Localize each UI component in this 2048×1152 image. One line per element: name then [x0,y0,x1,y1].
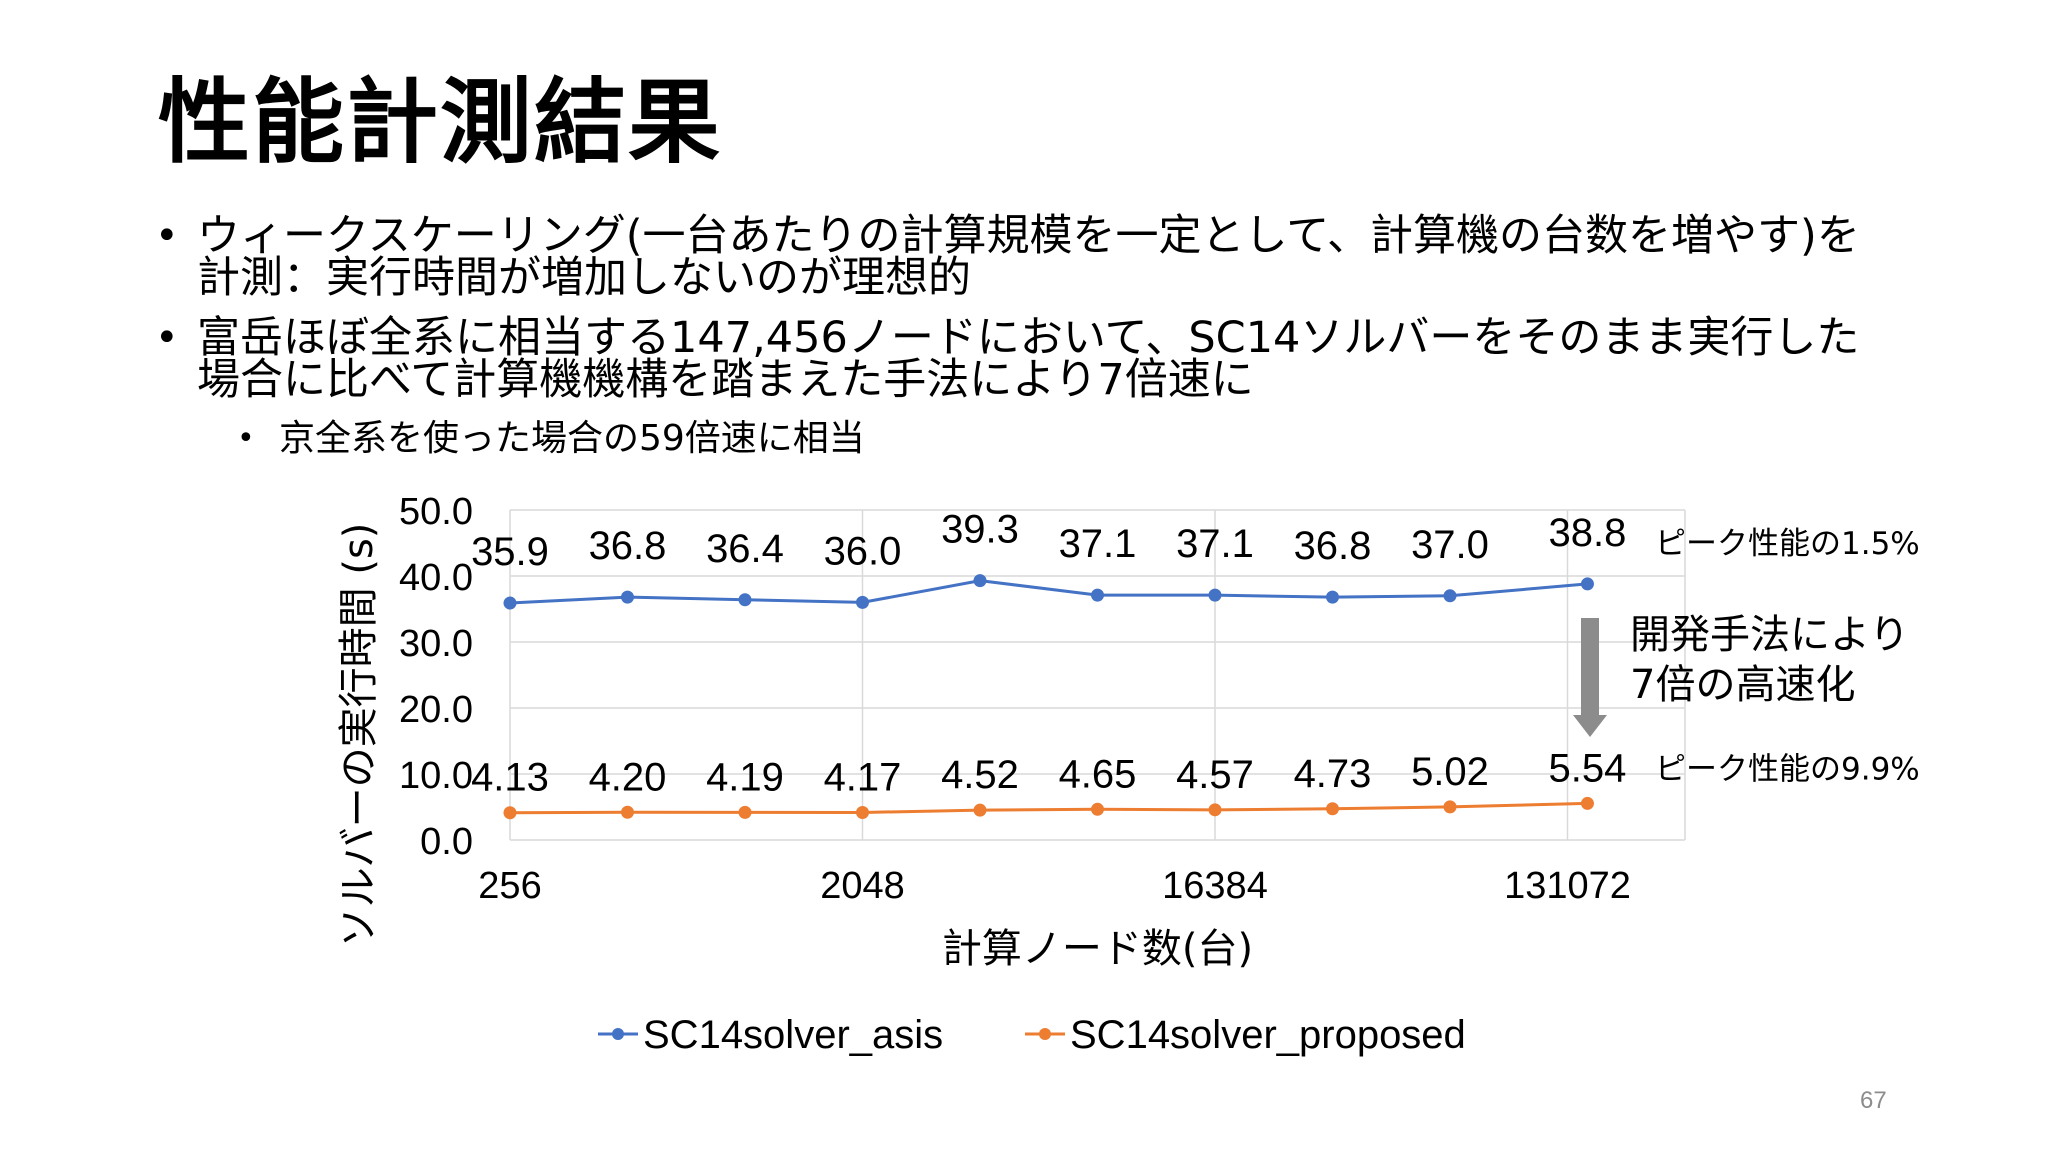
bullet-dot-icon: • [155,213,179,259]
data-point [621,590,634,604]
down-arrow-icon [1581,618,1599,715]
data-label: 36.8 [1294,524,1372,568]
data-point [503,596,517,610]
x-tick-label: 2048 [820,865,905,907]
series-line-SC14solver_proposed [509,801,1588,815]
bullet-list: • ウィークスケーリング(一台あたりの計算規模を一定として、計算機の台数を増やす… [155,215,1915,459]
legend-marker [612,1028,624,1040]
data-label: 4.17 [824,755,902,799]
data-label: 4.20 [589,755,667,799]
x-tick-label: 16384 [1162,865,1268,907]
y-tick-label: 20.0 [399,689,473,731]
data-point [1091,802,1104,816]
bullet-text-line: ウィークスケーリング(一台あたりの計算規模を一定として、計算機の台数を増やす)を [197,211,1860,261]
bullet-item: • 富岳ほぼ全系に相当する147,456ノードにおいて、SC14ソルバーをそのま… [155,313,1915,405]
data-label: 4.65 [1059,752,1137,796]
x-axis-title: 計算ノード数(台) [942,926,1253,972]
data-point [1091,588,1104,602]
data-label: 4.73 [1294,752,1372,796]
data-point [1208,803,1222,817]
data-point [973,574,987,588]
y-tick-label: 10.0 [399,755,473,797]
data-label: 4.13 [471,756,549,800]
data-point [973,803,987,817]
legend-marker [1039,1028,1051,1040]
data-point [1580,577,1594,591]
speedup-annotation: 開発手法により [1630,612,1909,658]
data-point [1443,800,1457,814]
data-label: 37.1 [1176,522,1254,566]
y-tick-label: 0.0 [420,821,473,863]
speedup-annotation: 7倍の高速化 [1630,662,1855,708]
data-label: 5.02 [1411,750,1489,794]
data-label: 37.1 [1059,522,1137,566]
legend-label: SC14solver_asis [643,1013,943,1057]
y-tick-label: 30.0 [399,623,473,665]
y-tick-label: 40.0 [399,557,473,599]
data-point [738,593,752,607]
data-point [1326,802,1339,816]
bullet-text-line: 富岳ほぼ全系に相当する147,456ノードにおいて、SC14ソルバーをそのまま実… [197,313,1860,363]
y-axis-title: ソルバーの実行時間 (s) [336,523,382,948]
data-point [856,595,869,609]
x-tick-label: 256 [478,865,541,907]
data-label: 36.8 [589,524,667,568]
peak-annotation: ピーク性能の1.5% [1655,526,1920,562]
bullet-item: • ウィークスケーリング(一台あたりの計算規模を一定として、計算機の台数を増やす… [155,211,1915,303]
x-tick-label: 131072 [1504,865,1631,907]
data-label: 36.4 [706,527,784,571]
data-label: 5.54 [1549,746,1627,790]
page-number: 67 [1860,1087,1887,1114]
data-point [1208,588,1222,602]
bullet-dot-icon: • [237,421,255,456]
bullet-text-line: 場合に比べて計算機機構を踏まえた手法により7倍速に [197,355,1254,405]
data-label: 4.57 [1176,753,1254,797]
data-label: 35.9 [471,530,549,574]
data-point [621,805,634,819]
data-label: 36.0 [824,529,902,573]
legend-label: SC14solver_proposed [1070,1013,1466,1057]
slide-title: 性能計測結果 [158,69,723,176]
data-label: 4.52 [941,753,1019,797]
data-label: 39.3 [941,508,1019,552]
data-label: 38.8 [1549,511,1627,555]
series-line-SC14solver_asis [509,579,1588,605]
peak-annotation: ピーク性能の9.9% [1655,751,1920,787]
data-label: 4.19 [706,755,784,799]
bullet-dot-icon: • [155,315,179,361]
sub-bullet-item: • 京全系を使った場合の59倍速に相当 [237,419,1915,459]
data-point [1580,796,1594,810]
y-tick-label: 50.0 [399,491,473,533]
bullet-text-line: 計測：実行時間が増加しないのが理想的 [197,253,971,303]
data-point [503,806,517,820]
data-point [856,805,869,819]
data-label: 37.0 [1411,523,1489,567]
data-point [1326,590,1339,604]
down-arrow-head-icon [1573,715,1607,737]
sub-bullet-text: 京全系を使った場合の59倍速に相当 [279,418,865,459]
data-point [1443,589,1457,603]
data-point [738,805,752,819]
